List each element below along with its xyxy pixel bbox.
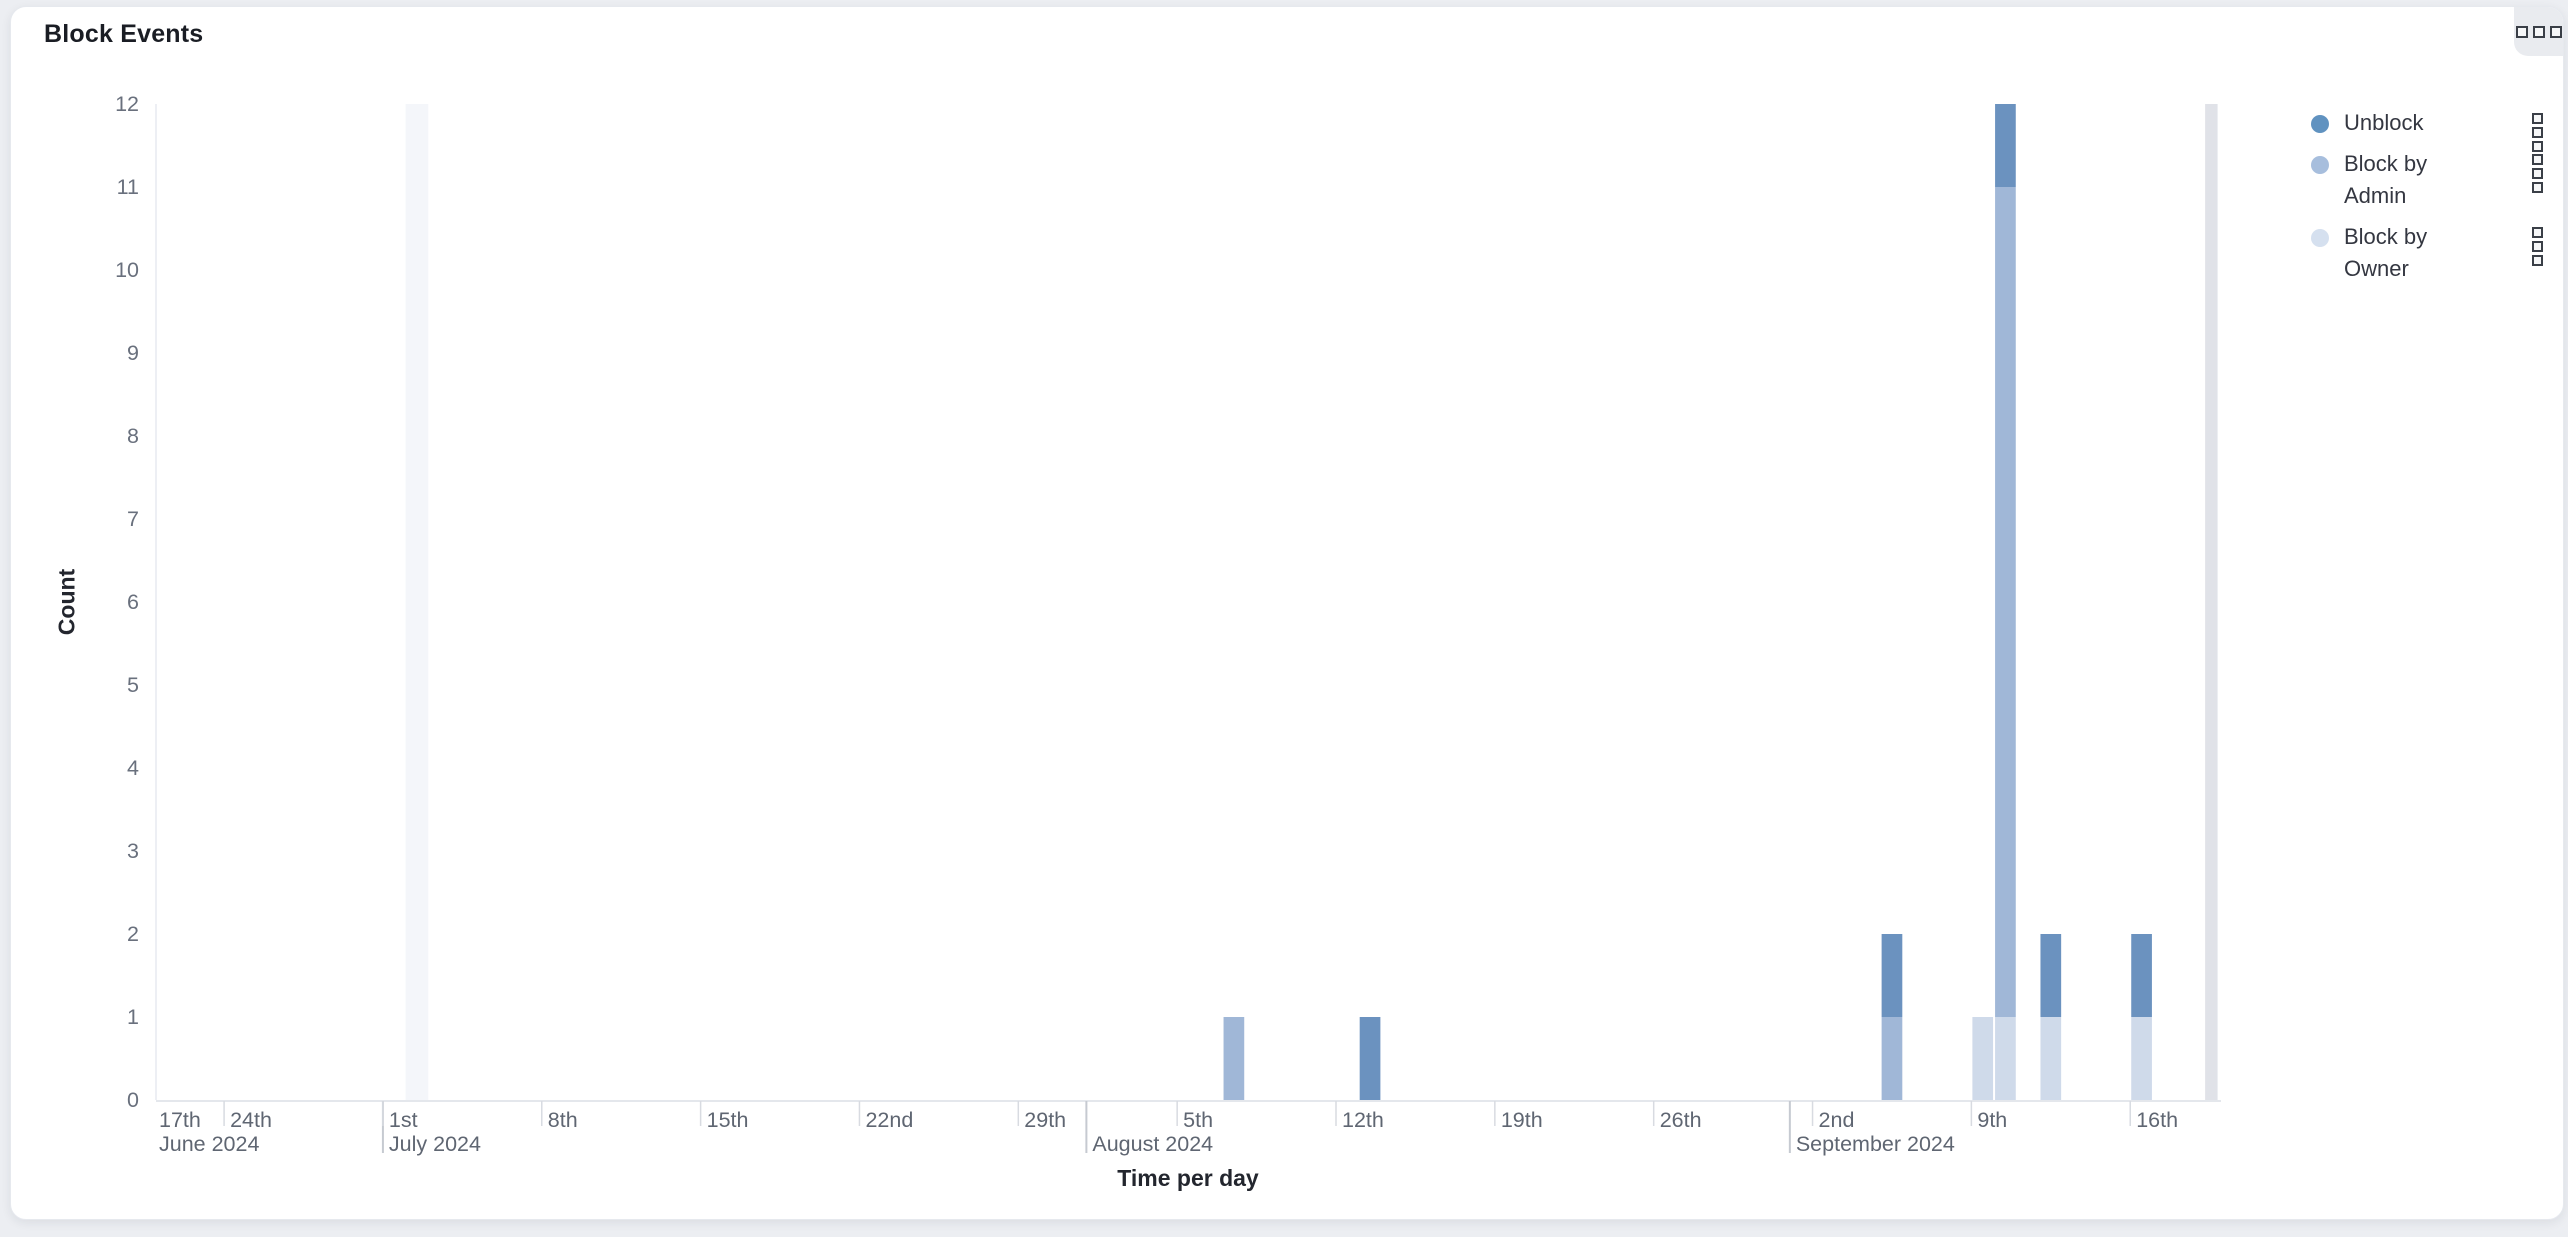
x-tick-label: 9th <box>1977 1108 2007 1132</box>
x-tick-label: 8th <box>548 1108 578 1132</box>
x-tick-label: 5th <box>1183 1108 1213 1132</box>
y-tick-label: 7 <box>127 507 139 531</box>
x-month-label: July 2024 <box>389 1132 481 1156</box>
bar-segment[interactable] <box>2040 934 2062 1017</box>
bar-segment[interactable] <box>1881 934 1903 1017</box>
x-tick-label: 24th <box>230 1108 272 1132</box>
x-tick-label: 17th <box>159 1108 201 1132</box>
boxes-vertical-icon[interactable] <box>2532 154 2543 193</box>
y-tick-label: 1 <box>127 1005 139 1029</box>
highlight-band <box>405 104 429 1100</box>
x-month-label: August 2024 <box>1092 1132 1213 1156</box>
y-tick-label: 11 <box>117 175 139 199</box>
legend-item-label: Block by Admin <box>2344 151 2428 208</box>
bar-segment[interactable] <box>1359 1017 1381 1100</box>
legend-item-label: Unblock <box>2344 110 2424 135</box>
boxes-vertical-icon[interactable] <box>2532 227 2543 266</box>
legend: Unblock Block by Admin Block by Owner <box>2311 107 2567 285</box>
legend-color-dot <box>2311 229 2329 247</box>
x-tick-label: 16th <box>2136 1108 2178 1132</box>
y-tick-label: 3 <box>127 839 139 863</box>
bar-segment[interactable] <box>2131 1017 2152 1100</box>
endzone-band <box>2205 104 2218 1100</box>
x-tick-label: 26th <box>1660 1108 1702 1132</box>
bar-segment[interactable] <box>1881 1017 1903 1100</box>
bar-segment[interactable] <box>2131 934 2152 1017</box>
chart-canvas[interactable]: June 2024 July 2024 August 2024 September 2… <box>11 7 2568 1237</box>
boxes-vertical-icon[interactable] <box>2532 113 2543 152</box>
x-tick-label: 12th <box>1342 1108 1384 1132</box>
y-tick-label: 2 <box>127 922 139 946</box>
y-tick-label: 4 <box>127 756 139 780</box>
legend-color-dot <box>2311 115 2329 133</box>
panel-title: Block Events <box>44 20 204 48</box>
x-tick-label: 29th <box>1024 1108 1066 1132</box>
x-tick-label: 19th <box>1501 1108 1543 1132</box>
y-tick-label: 8 <box>127 424 139 448</box>
x-tick-label: 2nd <box>1819 1108 1855 1132</box>
legend-item-unblock[interactable]: Unblock <box>2311 107 2567 152</box>
y-tick-label: 0 <box>127 1088 139 1112</box>
bar-segment[interactable] <box>1972 1017 1994 1100</box>
x-month-label: June 2024 <box>159 1132 259 1156</box>
y-tick-label: 9 <box>127 341 139 365</box>
bar-segment[interactable] <box>1995 187 2016 1017</box>
legend-item-block-by-owner[interactable]: Block by Owner <box>2311 221 2567 285</box>
legend-item-block-by-admin[interactable]: Block by Admin <box>2311 148 2567 212</box>
bar-segment[interactable] <box>2040 1017 2062 1100</box>
panel-options-button[interactable] <box>2514 7 2563 56</box>
y-tick-label: 5 <box>127 673 139 697</box>
y-tick-label: 12 <box>115 92 139 116</box>
boxes-horizontal-icon <box>2515 25 2562 38</box>
bar-segment[interactable] <box>1223 1017 1245 1100</box>
x-month-label: September 2024 <box>1796 1132 1955 1156</box>
y-axis-title: Count <box>53 568 80 636</box>
x-axis-title: Time per day <box>1117 1165 1259 1191</box>
y-tick-label: 6 <box>127 590 139 614</box>
y-tick-label: 10 <box>115 258 139 282</box>
dashboard-panel: Block Events June 2024 July 2024 August 20… <box>10 6 2564 1220</box>
bar-segment[interactable] <box>1995 1017 2016 1100</box>
bar-segment[interactable] <box>1995 104 2016 187</box>
x-tick-label: 22nd <box>865 1108 913 1132</box>
x-tick-label: 15th <box>707 1108 749 1132</box>
legend-item-label: Block by Owner <box>2344 224 2428 281</box>
legend-color-dot <box>2311 156 2329 174</box>
x-tick-label: 1st <box>389 1108 418 1132</box>
